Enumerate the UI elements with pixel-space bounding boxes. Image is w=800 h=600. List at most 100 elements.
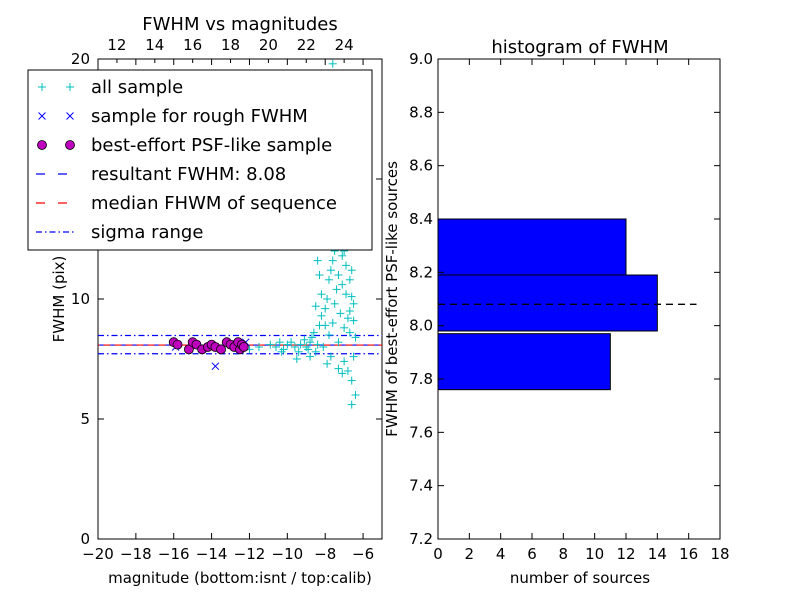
histogram-ytick-label: 7.2 — [409, 530, 433, 548]
scatter-points — [168, 59, 360, 409]
scatter-xtick-label: −20 — [82, 545, 114, 563]
legend-marker — [65, 140, 75, 150]
all-sample-point — [332, 285, 341, 294]
scatter-xtick-label: −8 — [314, 545, 336, 563]
all-sample-point — [306, 352, 315, 361]
scatter-xtick-label: −10 — [272, 545, 304, 563]
all-sample-point — [347, 266, 356, 275]
all-sample-point — [328, 319, 337, 327]
legend-label: best-effort PSF-like sample — [91, 135, 332, 156]
all-sample-point — [343, 314, 352, 323]
psf-like-point — [238, 342, 249, 352]
rough-fwhm-point — [211, 362, 220, 371]
scatter-xtick-label: −16 — [158, 545, 190, 563]
all-sample-point — [277, 347, 286, 356]
all-sample-point — [347, 400, 356, 409]
histogram-ytick-label: 8.4 — [409, 210, 433, 228]
all-sample-point — [345, 328, 354, 337]
scatter-top-tick-label: 16 — [183, 36, 202, 54]
histogram-ytick-label: 9.0 — [409, 50, 433, 68]
histogram-xtick-label: 12 — [616, 545, 635, 563]
histogram-xtick-label: 4 — [496, 545, 506, 563]
scatter-ytick-label: 10 — [71, 290, 90, 308]
scatter-top-tick-label: 12 — [107, 36, 126, 54]
legend-label: sigma range — [91, 222, 203, 243]
all-sample-point — [309, 328, 318, 337]
all-sample-point — [313, 340, 322, 349]
scatter-xtick-label: −12 — [234, 545, 266, 563]
all-sample-point — [351, 391, 360, 399]
histogram-xtick-label: 0 — [433, 545, 443, 563]
histogram-xtick-label: 10 — [585, 545, 604, 563]
all-sample-point — [345, 307, 354, 315]
all-sample-point — [271, 343, 280, 351]
all-sample-point — [330, 299, 339, 308]
histogram-ylabel: FWHM of best-effort PSF-like sources — [383, 161, 401, 437]
histogram-title: histogram of FWHM — [491, 37, 668, 58]
all-sample-point — [349, 352, 358, 361]
all-sample-point — [315, 271, 324, 279]
all-sample-point — [338, 280, 347, 289]
scatter-ticks: −20 −18 −16 −14 −12 −10 −8 −6 12 14 16 18 20 22 24 0 5 10… — [71, 36, 382, 563]
all-sample-point — [334, 271, 343, 279]
legend-frame — [27, 69, 373, 251]
scatter-top-tick-label: 18 — [221, 36, 240, 54]
psf-like-point — [216, 344, 226, 355]
scatter-title: FWHM vs magnitudes — [142, 14, 337, 35]
all-sample-point — [306, 338, 315, 347]
histogram-xtick-label: 8 — [559, 545, 569, 563]
all-sample-point — [326, 352, 335, 361]
all-sample-point — [304, 345, 313, 354]
scatter-ytick-label: 20 — [71, 50, 90, 68]
all-sample-point — [311, 347, 320, 356]
histogram-bar — [437, 274, 658, 332]
histogram-panel: 0 2 4 6 8 10 12 14 16 18 7.2 7.4 7.6 7.8 8.0 8.2 8.4 8.6 8… — [383, 37, 730, 587]
legend-marker — [66, 83, 74, 91]
histogram-ytick-label: 8.2 — [409, 263, 433, 281]
all-sample-point — [317, 311, 326, 320]
all-sample-point — [342, 290, 351, 299]
histogram-bar — [437, 218, 627, 276]
histogram-xtick-label: 18 — [710, 545, 729, 563]
all-sample-point — [287, 338, 296, 347]
all-sample-point — [347, 376, 356, 385]
histogram-xtick-label: 2 — [465, 545, 475, 563]
all-sample-point — [342, 261, 351, 270]
all-sample-point — [323, 295, 332, 303]
all-sample-point — [334, 364, 343, 373]
histogram-ytick-label: 7.4 — [409, 477, 433, 495]
all-sample-point — [340, 357, 349, 366]
scatter-ytick-label: 5 — [80, 410, 90, 428]
all-sample-point — [321, 304, 330, 313]
all-sample-point — [313, 256, 322, 265]
all-sample-point — [336, 309, 345, 318]
scatter-top-tick-label: 14 — [145, 36, 164, 54]
all-sample-point — [338, 251, 347, 260]
histogram-xtick-label: 16 — [679, 545, 698, 563]
histogram-ytick-label: 8.6 — [409, 157, 433, 175]
scatter-top-tick-label: 22 — [297, 36, 316, 54]
all-sample-point — [324, 331, 333, 339]
legend-label: all sample — [91, 77, 183, 98]
histogram-xtick-label: 6 — [527, 545, 537, 563]
histogram-ytick-label: 7.8 — [409, 370, 433, 388]
all-sample-point — [294, 347, 303, 356]
all-sample-point — [300, 335, 309, 344]
legend-label: sample for rough FWHM — [91, 106, 308, 127]
all-sample-point — [296, 340, 305, 349]
scatter-xtick-label: −14 — [196, 545, 228, 563]
histogram-ytick-label: 8.0 — [409, 317, 433, 335]
scatter-top-tick-label: 24 — [335, 36, 354, 54]
histogram-ytick-label: 7.6 — [409, 423, 433, 441]
psf-like-point — [172, 339, 183, 350]
all-sample-point — [340, 323, 349, 332]
histogram-ytick-label: 8.8 — [409, 103, 433, 121]
all-sample-point — [345, 275, 354, 284]
all-sample-point — [317, 290, 326, 299]
all-sample-point — [321, 321, 330, 330]
scatter-panel: −20 −18 −16 −14 −12 −10 −8 −6 12 14 16 18 20 22 24 0 5 10… — [27, 14, 383, 587]
all-sample-point — [323, 359, 332, 368]
all-sample-point — [328, 256, 337, 265]
scatter-xlabel: magnitude (bottom:isnt / top:calib) — [108, 569, 372, 587]
all-sample-point — [347, 292, 356, 301]
